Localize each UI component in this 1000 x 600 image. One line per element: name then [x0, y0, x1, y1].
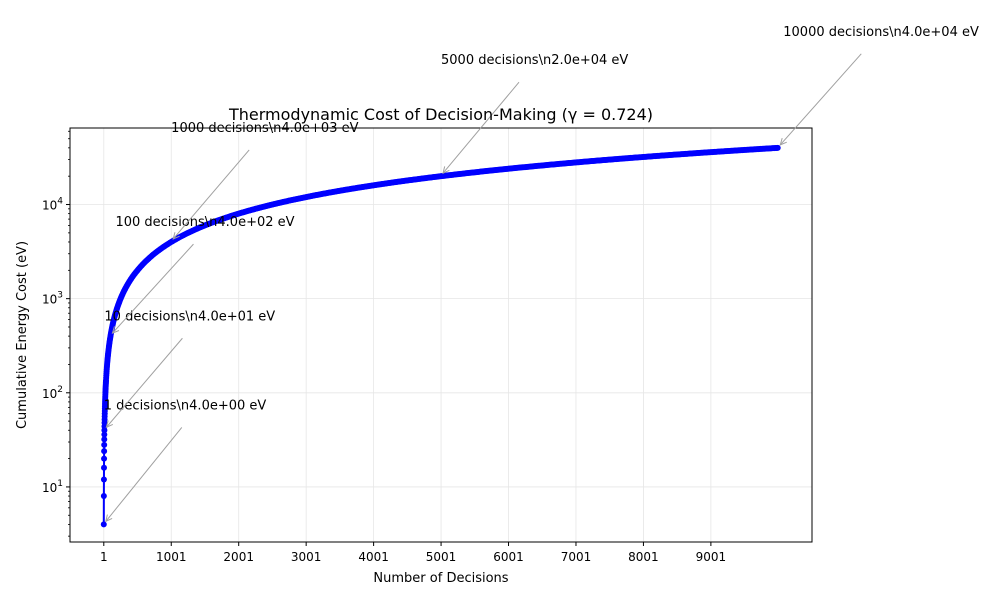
data-point [100, 493, 107, 500]
x-tick-label: 3001 [291, 550, 322, 564]
annotation-arrow [779, 53, 862, 146]
data-point [774, 144, 781, 151]
x-tick-label: 6001 [493, 550, 524, 564]
data-point [101, 464, 107, 471]
x-axis: 1 1001 2001 3001 4001 5001 6001 7001 8001 9001 [100, 542, 726, 564]
x-tick-label: 5001 [426, 550, 457, 564]
x-axis-label: Number of Decisions [373, 571, 508, 586]
annotation-arrowhead [105, 514, 113, 523]
y-tick-label: 104 [42, 197, 63, 213]
x-tick-label: 9001 [696, 550, 727, 564]
y-tick-label: 103 [42, 291, 63, 307]
annotation-arrow [172, 149, 250, 240]
annotation-label: 1000 decisions\n4.0e+03 eV [171, 121, 358, 136]
y-axis: 101 102 103 104 [42, 130, 70, 537]
annotation-label: 10000 decisions\n4.0e+04 eV [783, 25, 979, 40]
annotation-arrow [442, 81, 520, 174]
annotation-arrowhead [111, 326, 120, 334]
annotation-arrow [105, 427, 183, 522]
annotation-label: 5000 decisions\n2.0e+04 eV [441, 53, 628, 68]
annotation-label: 1 decisions\n4.0e+00 eV [104, 398, 267, 413]
x-tick-label: 4001 [358, 550, 389, 564]
y-tick-label: 101 [42, 479, 63, 495]
data-point [101, 455, 108, 462]
annotation-label: 100 decisions\n4.0e+02 eV [115, 215, 294, 230]
series-energy-cost [100, 144, 781, 528]
data-point [101, 441, 108, 448]
annotations: 1 decisions\n4.0e+00 eV 10 decisions\n4.0… [104, 25, 979, 523]
y-tick-label: 102 [42, 385, 63, 401]
data-point [100, 476, 107, 483]
x-tick-label: 2001 [223, 550, 254, 564]
data-point [100, 521, 107, 528]
data-point [101, 436, 108, 443]
annotation-arrow [112, 243, 194, 334]
annotation-arrowhead [172, 232, 180, 240]
annotation-arrow [106, 337, 183, 428]
annotation-arrowhead [105, 420, 114, 429]
data-point [101, 431, 108, 438]
data-point [101, 448, 108, 455]
x-tick-label: 8001 [628, 550, 659, 564]
x-tick-label: 1001 [156, 550, 187, 564]
x-tick-label: 1 [100, 550, 108, 564]
annotation-label: 10 decisions\n4.0e+01 eV [104, 309, 275, 324]
grid [70, 128, 812, 542]
chart-title: Thermodynamic Cost of Decision-Making (γ… [228, 105, 653, 124]
annotation-arrowhead [779, 137, 787, 146]
y-axis-label: Cumulative Energy Cost (eV) [15, 241, 30, 429]
annotation-arrowhead [442, 166, 450, 175]
x-tick-label: 7001 [561, 550, 592, 564]
